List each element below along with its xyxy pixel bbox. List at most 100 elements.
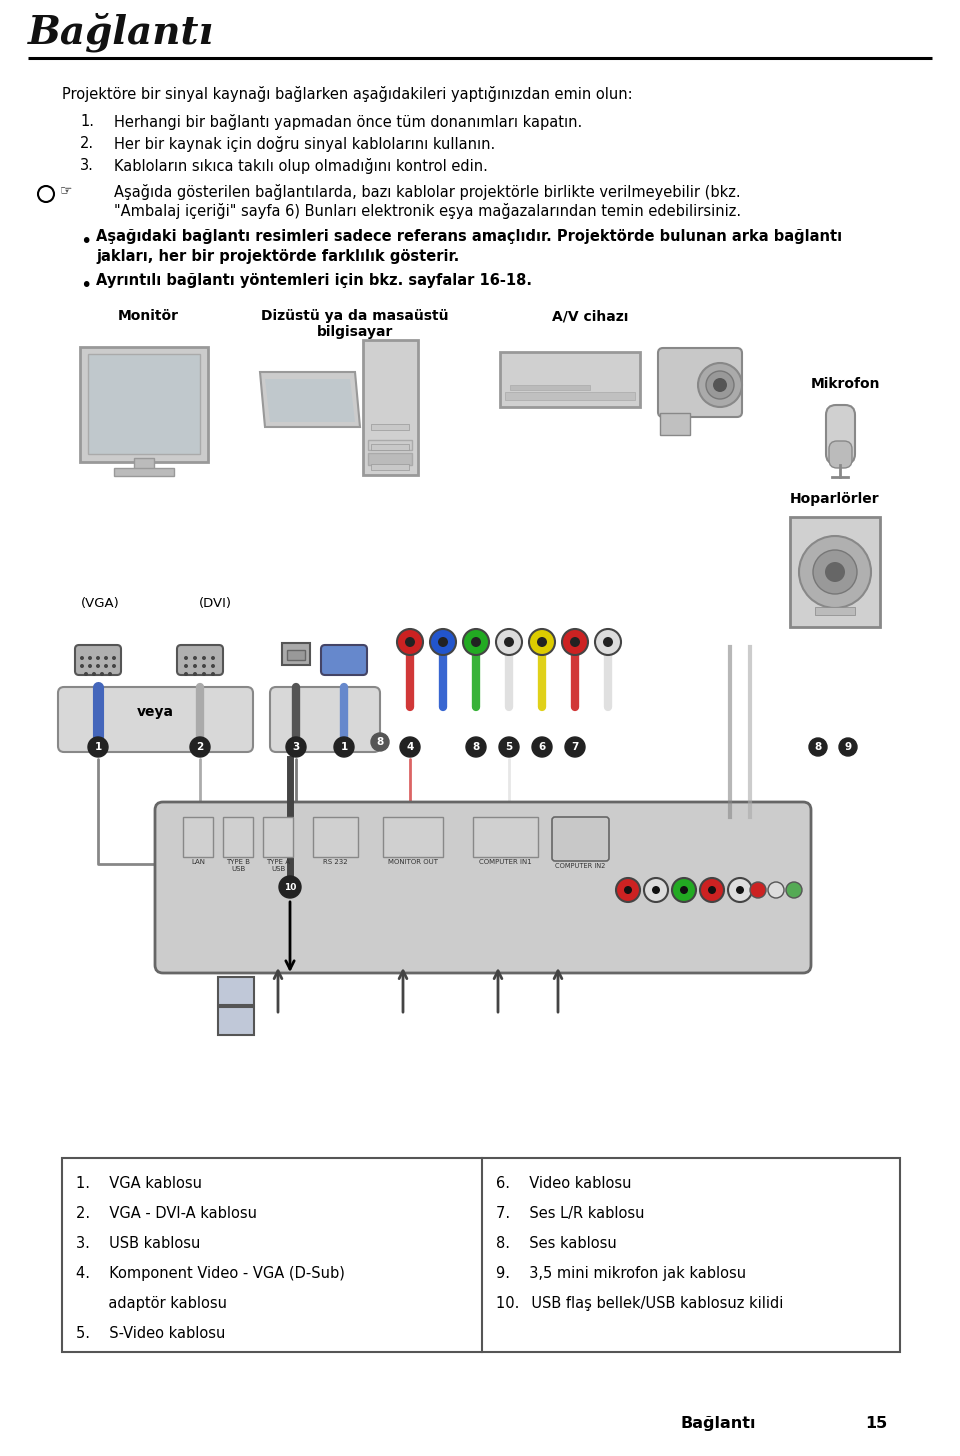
Bar bbox=[282, 644, 310, 665]
Text: 3.  USB kablosu: 3. USB kablosu bbox=[76, 1236, 201, 1251]
Text: 2.  VGA - DVI-A kablosu: 2. VGA - DVI-A kablosu bbox=[76, 1206, 257, 1222]
Circle shape bbox=[84, 673, 88, 676]
Bar bbox=[114, 467, 174, 476]
Circle shape bbox=[700, 878, 724, 903]
Circle shape bbox=[202, 664, 206, 668]
Text: 4.  Komponent Video - VGA (D-Sub): 4. Komponent Video - VGA (D-Sub) bbox=[76, 1267, 345, 1281]
Circle shape bbox=[603, 638, 613, 646]
Circle shape bbox=[532, 737, 552, 757]
Text: 8: 8 bbox=[472, 743, 480, 751]
Bar bbox=[313, 817, 358, 858]
Text: COMPUTER IN1: COMPUTER IN1 bbox=[479, 859, 532, 865]
Bar bbox=[88, 354, 200, 454]
Bar bbox=[218, 1008, 254, 1035]
Circle shape bbox=[736, 887, 744, 894]
Text: Bağlantı: Bağlantı bbox=[680, 1417, 756, 1431]
Bar bbox=[660, 414, 690, 435]
Circle shape bbox=[537, 638, 547, 646]
Circle shape bbox=[809, 738, 827, 756]
Circle shape bbox=[624, 887, 632, 894]
Circle shape bbox=[80, 664, 84, 668]
Circle shape bbox=[565, 737, 585, 757]
Text: 7: 7 bbox=[571, 743, 579, 751]
Circle shape bbox=[88, 657, 92, 660]
Circle shape bbox=[496, 629, 522, 655]
Circle shape bbox=[825, 562, 845, 582]
Bar bbox=[368, 440, 412, 450]
Circle shape bbox=[680, 887, 688, 894]
Text: Bağlantı: Bağlantı bbox=[28, 12, 214, 51]
Circle shape bbox=[768, 882, 784, 898]
Text: 10.  USB flaş bellek/USB kablosuz kilidi: 10. USB flaş bellek/USB kablosuz kilidi bbox=[496, 1296, 783, 1310]
Bar bbox=[218, 977, 254, 1005]
Circle shape bbox=[371, 732, 389, 751]
Circle shape bbox=[88, 664, 92, 668]
FancyBboxPatch shape bbox=[155, 802, 811, 973]
Bar bbox=[383, 817, 443, 858]
Bar bbox=[134, 459, 154, 470]
Circle shape bbox=[88, 737, 108, 757]
Circle shape bbox=[202, 657, 206, 660]
Circle shape bbox=[202, 673, 206, 676]
Text: Mikrofon: Mikrofon bbox=[810, 377, 879, 392]
FancyBboxPatch shape bbox=[658, 348, 742, 416]
Circle shape bbox=[211, 657, 215, 660]
Text: 10: 10 bbox=[284, 882, 297, 891]
Polygon shape bbox=[260, 371, 360, 427]
Text: A/V cihazı: A/V cihazı bbox=[552, 309, 628, 323]
Circle shape bbox=[706, 371, 734, 399]
Bar bbox=[371, 424, 409, 430]
Text: LAN: LAN bbox=[191, 859, 205, 865]
Text: Ayrıntılı bağlantı yöntemleri için bkz. sayfalar 16-18.: Ayrıntılı bağlantı yöntemleri için bkz. … bbox=[96, 272, 532, 288]
Circle shape bbox=[644, 878, 668, 903]
Circle shape bbox=[104, 657, 108, 660]
Text: ☞: ☞ bbox=[60, 183, 73, 197]
Text: •: • bbox=[80, 277, 91, 296]
Text: 1: 1 bbox=[94, 743, 102, 751]
FancyBboxPatch shape bbox=[552, 817, 609, 860]
Circle shape bbox=[786, 882, 802, 898]
Bar bbox=[790, 517, 880, 628]
Circle shape bbox=[570, 638, 580, 646]
Text: Aşağıda gösterilen bağlantılarda, bazı kablolar projektörle birlikte verilmeyebi: Aşağıda gösterilen bağlantılarda, bazı k… bbox=[114, 183, 740, 199]
Text: TYPE A
USB: TYPE A USB bbox=[266, 859, 290, 872]
Text: 9.  3,5 mini mikrofon jak kablosu: 9. 3,5 mini mikrofon jak kablosu bbox=[496, 1267, 746, 1281]
Text: 3: 3 bbox=[293, 743, 300, 751]
Text: 8.  Ses kablosu: 8. Ses kablosu bbox=[496, 1236, 616, 1251]
Circle shape bbox=[92, 673, 96, 676]
Circle shape bbox=[112, 657, 116, 660]
Text: Monitör: Monitör bbox=[117, 309, 179, 323]
FancyBboxPatch shape bbox=[58, 687, 253, 751]
Circle shape bbox=[708, 887, 716, 894]
Circle shape bbox=[279, 877, 301, 898]
Text: COMPUTER IN2: COMPUTER IN2 bbox=[555, 863, 605, 869]
Circle shape bbox=[211, 673, 215, 676]
FancyBboxPatch shape bbox=[75, 645, 121, 676]
Circle shape bbox=[595, 629, 621, 655]
Bar bbox=[363, 341, 418, 475]
Circle shape bbox=[799, 536, 871, 609]
Text: 5.  S-Video kablosu: 5. S-Video kablosu bbox=[76, 1326, 226, 1341]
Circle shape bbox=[397, 629, 423, 655]
Bar bbox=[223, 817, 253, 858]
Circle shape bbox=[80, 657, 84, 660]
Text: Projektöre bir sinyal kaynağı bağlarken aşağıdakileri yaptığınızdan emin olun:: Projektöre bir sinyal kaynağı bağlarken … bbox=[62, 86, 633, 102]
Circle shape bbox=[184, 657, 188, 660]
Text: RS 232: RS 232 bbox=[324, 859, 348, 865]
Circle shape bbox=[438, 638, 448, 646]
Circle shape bbox=[562, 629, 588, 655]
Text: 15: 15 bbox=[865, 1417, 887, 1431]
Circle shape bbox=[750, 882, 766, 898]
Circle shape bbox=[334, 737, 354, 757]
Circle shape bbox=[405, 638, 415, 646]
Polygon shape bbox=[265, 379, 355, 422]
Circle shape bbox=[112, 664, 116, 668]
Text: 8: 8 bbox=[814, 743, 822, 751]
FancyBboxPatch shape bbox=[177, 645, 223, 676]
Circle shape bbox=[211, 664, 215, 668]
Text: 1: 1 bbox=[341, 743, 348, 751]
Text: 2.: 2. bbox=[80, 135, 94, 151]
Circle shape bbox=[100, 673, 104, 676]
Circle shape bbox=[471, 638, 481, 646]
Circle shape bbox=[96, 657, 100, 660]
